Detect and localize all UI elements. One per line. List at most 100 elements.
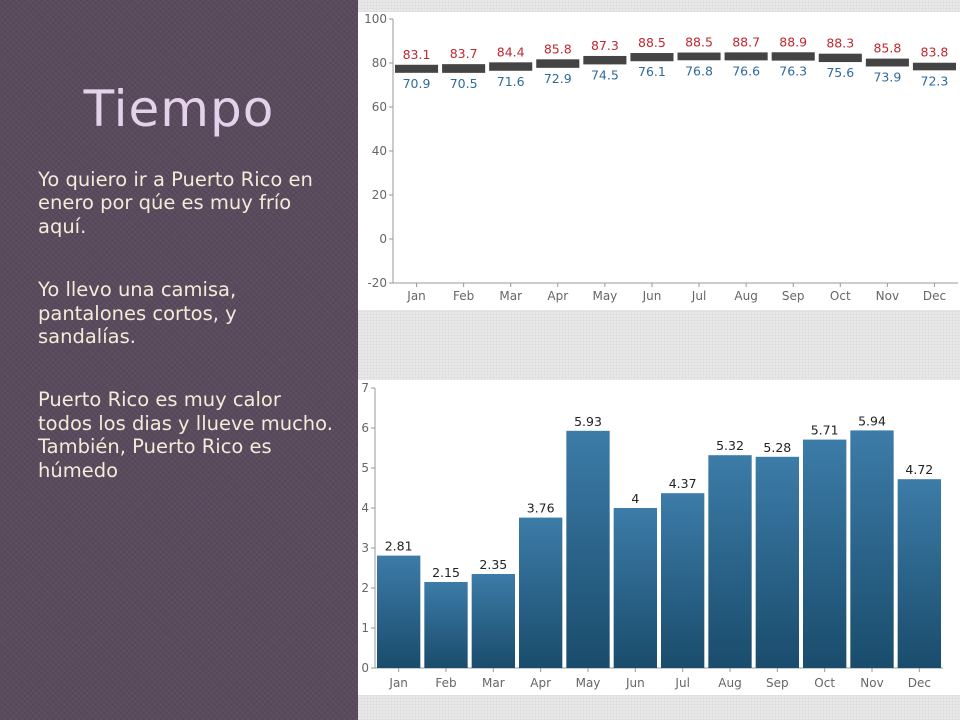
rainfall-bar xyxy=(471,574,515,668)
x-tick-label: Jan xyxy=(406,289,426,303)
high-temp-label: 83.1 xyxy=(403,47,431,62)
high-temp-label: 88.5 xyxy=(638,35,666,50)
rainfall-value-label: 5.93 xyxy=(574,414,602,429)
x-tick-label: Aug xyxy=(718,676,741,690)
temperature-range-bar xyxy=(442,64,486,73)
y-tick-label: 2 xyxy=(361,581,369,595)
temperature-range-bar xyxy=(724,52,768,61)
x-tick-label: May xyxy=(576,676,601,690)
rainfall-bar xyxy=(519,517,563,668)
low-temp-label: 75.6 xyxy=(826,65,854,80)
high-temp-label: 88.7 xyxy=(732,34,760,49)
x-tick-label: Jun xyxy=(642,289,662,303)
temperature-range-bar xyxy=(489,62,533,71)
rainfall-bar xyxy=(897,479,941,668)
high-temp-label: 87.3 xyxy=(591,38,619,53)
low-temp-label: 72.3 xyxy=(921,73,949,88)
high-temp-label: 88.9 xyxy=(779,34,807,49)
high-temp-label: 85.8 xyxy=(873,41,901,56)
rainfall-bar xyxy=(424,582,468,668)
x-tick-label: Oct xyxy=(830,289,851,303)
temperature-range-bar xyxy=(583,55,627,65)
high-temp-label: 85.8 xyxy=(544,41,572,56)
rainfall-chart: 7 6 5 4 3 2 1 0 2.81 Jan 2.15 Feb 2.35 Mar 3.76 Apr 5.93… xyxy=(358,380,960,695)
y-tick-label: -20 xyxy=(367,276,387,290)
y-tick-label: 0 xyxy=(379,232,387,246)
rainfall-bar xyxy=(708,455,752,668)
low-temp-label: 72.9 xyxy=(544,71,572,86)
x-tick-label: Dec xyxy=(923,289,946,303)
rainfall-bar xyxy=(377,555,421,668)
temperature-range-bar xyxy=(771,52,815,61)
rainfall-value-label: 5.32 xyxy=(716,438,744,453)
charts-panel: 100 80 60 40 20 0 -20 83.1 70.9 Jan 83.7 70.5 Feb 84.… xyxy=(358,0,960,720)
paragraph-destination: Yo quiero ir a Puerto Rico en enero por … xyxy=(38,168,313,238)
temperature-range-bar xyxy=(912,62,956,71)
body-text: Yo quiero ir a Puerto Rico en enero por … xyxy=(38,168,338,522)
rainfall-value-label: 4.37 xyxy=(669,476,697,491)
y-tick-label: 4 xyxy=(361,501,369,515)
rainfall-bar xyxy=(661,493,705,668)
y-tick-label: 40 xyxy=(372,144,387,158)
temperature-range-bar xyxy=(630,53,674,62)
rainfall-chart-svg: 7 6 5 4 3 2 1 0 2.81 Jan 2.15 Feb 2.35 Mar 3.76 Apr 5.93… xyxy=(361,381,943,690)
low-temp-label: 76.8 xyxy=(685,63,713,78)
rainfall-bar xyxy=(755,456,799,668)
temperature-range-bar xyxy=(865,58,909,67)
rainfall-bar xyxy=(613,508,657,668)
high-temp-label: 88.3 xyxy=(826,36,854,51)
x-tick-label: Feb xyxy=(435,676,456,690)
temperature-range-bar xyxy=(677,52,721,61)
low-temp-label: 76.1 xyxy=(638,64,666,79)
low-temp-label: 70.9 xyxy=(403,76,431,91)
temperature-range-bar xyxy=(395,64,439,73)
high-temp-label: 88.5 xyxy=(685,35,713,50)
x-tick-label: Mar xyxy=(482,676,505,690)
y-tick-label: 80 xyxy=(372,56,387,70)
x-tick-label: May xyxy=(592,289,617,303)
x-tick-label: Sep xyxy=(766,676,789,690)
rainfall-bar xyxy=(566,430,610,668)
low-temp-label: 73.9 xyxy=(873,69,901,84)
rainfall-value-label: 5.71 xyxy=(811,423,839,438)
temperature-chart-svg: 100 80 60 40 20 0 -20 83.1 70.9 Jan 83.7 70.5 Feb 84.… xyxy=(364,12,958,303)
x-tick-label: Jan xyxy=(388,676,408,690)
rainfall-value-label: 2.35 xyxy=(479,557,507,572)
y-tick-label: 20 xyxy=(372,188,387,202)
x-tick-label: Dec xyxy=(908,676,931,690)
x-tick-label: Oct xyxy=(814,676,835,690)
paragraph-clothing: Yo llevo una camisa, pantalones cortos, … xyxy=(38,278,237,348)
x-tick-label: Mar xyxy=(499,289,522,303)
y-tick-label: 3 xyxy=(361,541,369,555)
low-temp-label: 76.3 xyxy=(779,64,807,79)
rainfall-value-label: 5.94 xyxy=(858,413,886,428)
rainfall-value-label: 2.15 xyxy=(432,565,460,580)
temperature-range-bar xyxy=(818,53,862,63)
y-tick-label: 0 xyxy=(361,661,369,675)
x-tick-label: Sep xyxy=(782,289,805,303)
low-temp-label: 76.6 xyxy=(732,63,760,78)
x-tick-label: Feb xyxy=(453,289,474,303)
temperature-chart: 100 80 60 40 20 0 -20 83.1 70.9 Jan 83.7 70.5 Feb 84.… xyxy=(358,12,960,310)
paragraph-weather: Puerto Rico es muy calor todos los dias … xyxy=(38,388,333,482)
y-tick-label: 5 xyxy=(361,461,369,475)
temperature-range-bar xyxy=(536,59,580,68)
x-tick-label: Nov xyxy=(860,676,883,690)
x-tick-label: Jun xyxy=(625,676,645,690)
high-temp-label: 84.4 xyxy=(497,44,525,59)
low-temp-label: 74.5 xyxy=(591,67,619,82)
slide-title: Tiempo xyxy=(83,80,275,138)
x-tick-label: Nov xyxy=(876,289,899,303)
x-tick-label: Apr xyxy=(547,289,568,303)
y-tick-label: 7 xyxy=(361,381,369,395)
y-tick-label: 100 xyxy=(364,12,387,26)
rainfall-bar xyxy=(850,430,894,668)
y-tick-label: 6 xyxy=(361,421,369,435)
high-temp-label: 83.7 xyxy=(450,46,478,61)
x-tick-label: Jul xyxy=(691,289,706,303)
rainfall-bar xyxy=(803,439,847,668)
x-tick-label: Jul xyxy=(674,676,689,690)
low-temp-label: 70.5 xyxy=(450,76,478,91)
rainfall-value-label: 2.81 xyxy=(385,539,413,554)
x-tick-label: Apr xyxy=(530,676,551,690)
